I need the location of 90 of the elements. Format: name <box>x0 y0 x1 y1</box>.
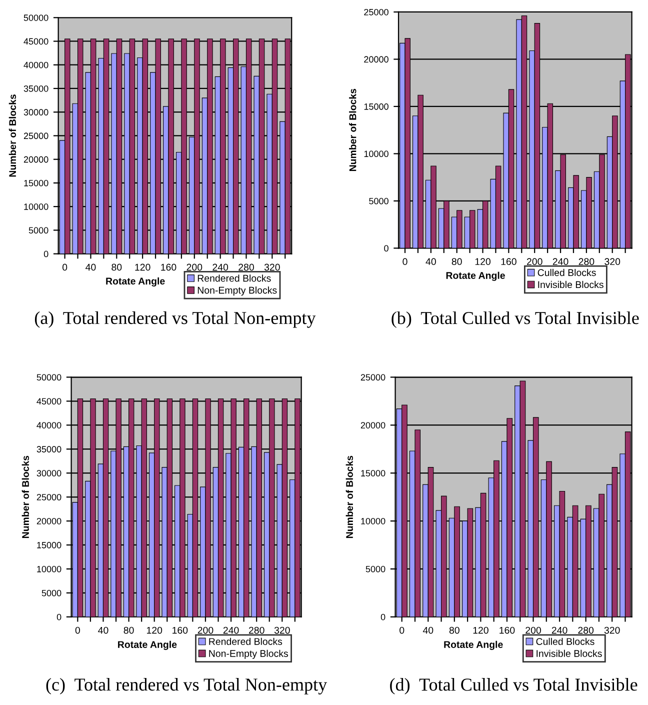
x-tick-label: 200 <box>526 626 541 634</box>
y-tick-label: 35000 <box>36 446 62 452</box>
x-tick-label: 200 <box>198 626 214 634</box>
y-tick-label: 20000 <box>36 518 62 524</box>
y-tick-label: 10000 <box>361 518 386 524</box>
x-tick-label: 200 <box>526 258 542 266</box>
x-tick-label: 80 <box>449 626 460 634</box>
x-tick-label: 120 <box>146 626 162 634</box>
y-tick-label: 50000 <box>24 14 48 21</box>
y-tick-label: 25000 <box>360 374 386 381</box>
legend-label: Non-Empty Blocks <box>209 650 288 659</box>
x-tick-label: 280 <box>238 264 254 271</box>
y-tick-label: 40000 <box>24 62 48 68</box>
y-tick-label: 20000 <box>364 56 388 63</box>
x-axis-title: Rotate Angle <box>446 272 505 281</box>
y-tick-label: 5000 <box>42 590 62 596</box>
y-tick-label: 30000 <box>36 470 62 476</box>
x-tick-label: 80 <box>112 264 122 271</box>
y-tick-label: 45000 <box>24 38 48 45</box>
x-tick-label: 0 <box>75 626 80 634</box>
y-tick-label: 15000 <box>364 103 388 110</box>
legend-label: Invisible Blocks <box>538 280 604 288</box>
x-tick-label: 120 <box>473 626 488 634</box>
x-tick-label: 80 <box>452 258 462 266</box>
x-tick-label: 160 <box>500 626 515 634</box>
x-tick-label: 0 <box>62 264 68 271</box>
y-tick-label: 30000 <box>24 109 48 116</box>
x-tick-label: 80 <box>124 626 134 634</box>
x-tick-label: 160 <box>161 264 176 271</box>
legend-label: Culled Blocks <box>538 268 596 276</box>
legend-label: Non-Empty Blocks <box>198 286 277 296</box>
x-tick-label: 40 <box>86 264 96 271</box>
x-tick-label: 320 <box>264 264 280 271</box>
x-tick-label: 160 <box>172 626 188 634</box>
x-tick-label: 280 <box>578 626 594 634</box>
text: (d) Total Culled vs Total Invisible <box>390 678 638 694</box>
x-tick-label: 0 <box>400 626 404 634</box>
y-axis-title: Number of Blocks <box>8 94 16 177</box>
x-tick-label: 200 <box>186 264 202 271</box>
y-tick-label: 50000 <box>36 374 62 381</box>
x-axis-title: Rotate Angle <box>106 277 165 287</box>
y-tick-label: 5000 <box>366 566 386 572</box>
x-tick-label: 280 <box>578 258 594 266</box>
y-tick-label: 0 <box>384 245 388 252</box>
x-tick-label: 40 <box>426 258 436 266</box>
y-axis-title: Number of Blocks <box>22 456 29 538</box>
x-tick-label: 40 <box>422 626 434 634</box>
x-tick-label: 40 <box>98 626 108 634</box>
y-tick-label: 0 <box>44 250 48 258</box>
y-tick-label: 15000 <box>24 180 48 186</box>
x-axis-title: Rotate Angle <box>444 640 503 650</box>
y-tick-label: 5000 <box>369 198 388 204</box>
y-axis-title: Number of Blocks <box>346 456 353 538</box>
legend-label: Rendered Blocks <box>209 638 282 645</box>
x-tick-label: 120 <box>135 264 150 271</box>
x-tick-label: 240 <box>212 264 228 271</box>
y-tick-label: 25000 <box>364 8 388 16</box>
x-tick-label: 0 <box>402 258 408 266</box>
text: (b) Total Culled vs Total Invisible <box>392 311 639 328</box>
legend-label: Culled Blocks <box>536 638 594 645</box>
y-tick-label: 25000 <box>36 494 62 500</box>
y-tick-label: 45000 <box>36 398 62 405</box>
legend-label: Invisible Blocks <box>536 650 602 657</box>
x-tick-label: 320 <box>274 626 290 634</box>
y-tick-label: 10000 <box>364 150 388 158</box>
y-tick-label: 35000 <box>24 85 48 92</box>
text: (c) Total rendered vs Total Non-empty <box>46 678 328 694</box>
x-tick-label: 120 <box>475 258 490 266</box>
x-tick-label: 240 <box>223 626 239 634</box>
x-tick-label: 160 <box>501 258 516 266</box>
y-axis-title: Number of Blocks <box>349 88 356 172</box>
x-tick-label: 240 <box>552 626 568 634</box>
y-tick-label: 0 <box>380 614 386 620</box>
x-axis-title: Rotate Angle <box>118 640 177 650</box>
y-tick-label: 10000 <box>37 566 62 572</box>
x-tick-label: 240 <box>552 258 568 266</box>
y-tick-label: 15000 <box>361 470 386 476</box>
legend-label: Rendered Blocks <box>198 274 271 282</box>
y-tick-label: 20000 <box>24 156 48 163</box>
y-tick-label: 5000 <box>28 227 48 234</box>
x-tick-label: 320 <box>604 626 620 634</box>
y-tick-label: 25000 <box>24 132 48 140</box>
text: (a) Total rendered vs Total Non-empty <box>34 311 316 328</box>
y-tick-label: 20000 <box>360 422 386 428</box>
y-tick-label: 0 <box>56 614 62 620</box>
y-tick-label: 10000 <box>24 204 48 210</box>
x-tick-label: 320 <box>604 258 620 266</box>
y-tick-label: 40000 <box>36 422 62 428</box>
y-tick-label: 15000 <box>37 542 62 548</box>
x-tick-label: 280 <box>248 626 264 634</box>
